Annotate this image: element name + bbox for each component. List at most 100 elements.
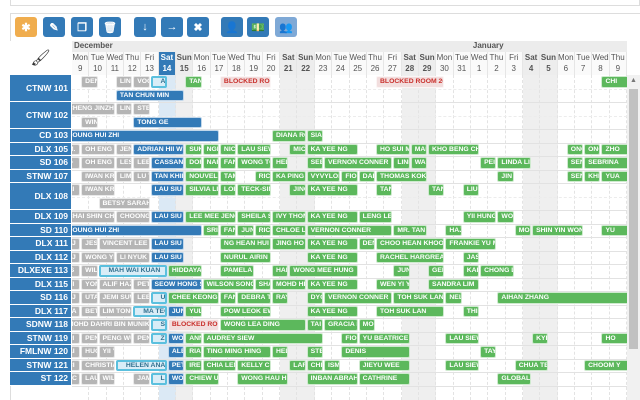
booking-confirmed[interactable]: LENG LEE <box>358 211 393 223</box>
booking-confirmed[interactable]: LIND <box>393 157 410 169</box>
booking-confirmed[interactable]: MAR <box>410 143 428 155</box>
booking-confirmed[interactable]: LAU SIEW <box>445 332 480 344</box>
booking-checked-out[interactable]: LIM H <box>115 170 133 182</box>
day-header[interactable]: Sun 5 <box>540 52 558 75</box>
booking-confirmed[interactable]: CHUA TEE <box>514 359 549 371</box>
booking-checked-out[interactable]: OH ENG S/ <box>81 157 115 169</box>
booking-confirmed[interactable]: SEN <box>566 170 584 182</box>
booking-confirmed[interactable]: WONG TO <box>237 157 271 169</box>
booking-confirmed[interactable]: FANI <box>219 292 237 304</box>
cancel-button[interactable]: ✖ <box>187 17 209 37</box>
booking-confirmed[interactable]: KA YEE NG <box>306 184 358 196</box>
day-header[interactable]: Sat 21 <box>280 52 298 75</box>
booking-confirmed[interactable]: LOI <box>219 184 237 196</box>
booking-blocked[interactable]: BLOCKED ROOM <box>219 76 271 88</box>
booking-confirmed[interactable]: KA YEE NG <box>306 305 358 317</box>
booking-confirmed[interactable]: KA YEE NG <box>306 238 358 250</box>
booking-checked-out[interactable]: IWAN KRIS <box>81 184 115 196</box>
booking-confirmed[interactable]: TAY <box>480 346 497 358</box>
booking-checked-out[interactable]: PENG <box>133 332 150 344</box>
booking-confirmed[interactable]: KELLY CH <box>237 359 271 371</box>
booking-confirmed[interactable]: FANI <box>219 224 237 236</box>
booking-confirmed[interactable]: ONG <box>566 143 584 155</box>
new-booking-button[interactable]: ✱ <box>15 17 37 37</box>
booking-checked-out[interactable]: WINN <box>81 116 98 128</box>
booking-confirmed[interactable]: HELI <box>271 157 289 169</box>
day-header[interactable]: Fri 13 <box>141 52 159 75</box>
room-label[interactable]: DLX 115 <box>10 277 71 291</box>
booking-checked-out[interactable]: LESL <box>115 157 133 169</box>
room-label[interactable]: SD 110 <box>10 223 71 237</box>
day-header[interactable]: Wed 18 <box>228 52 246 75</box>
day-header[interactable]: Mon 30 <box>436 52 454 75</box>
booking-reserved[interactable]: HELEN ANAK N <box>115 359 167 371</box>
booking-checked-out[interactable]: PI <box>72 332 81 344</box>
booking-confirmed[interactable]: ZHO <box>601 143 627 155</box>
booking-confirmed[interactable]: YII HUNG I <box>462 211 497 223</box>
booking-confirmed[interactable]: INBAN ABRAHAM CAL <box>306 373 358 385</box>
booking-confirmed[interactable]: KYR <box>532 332 549 344</box>
day-header[interactable]: Mon 6 <box>557 52 575 75</box>
booking-confirmed[interactable]: GLOBAL I <box>497 373 532 385</box>
booking-confirmed[interactable]: AUDREY SIEW <box>202 332 323 344</box>
booking-checked-out[interactable]: J· <box>72 157 81 169</box>
day-header[interactable]: Thu 12 <box>124 52 142 75</box>
booking-checked-out[interactable]: IWAN KRIS <box>81 170 115 182</box>
booking-confirmed[interactable]: DENIS <box>341 346 410 358</box>
booking-checked-out[interactable]: HUO <box>81 346 98 358</box>
room-label[interactable]: DLX 111 <box>10 237 71 251</box>
booking-confirmed[interactable]: SEB <box>306 157 323 169</box>
day-header[interactable]: Tue 10 <box>89 52 107 75</box>
room-label[interactable]: FMLNW 120 <box>10 345 71 359</box>
room-label[interactable]: SDNW 118 <box>10 318 71 332</box>
booking-confirmed[interactable]: PEI ( <box>480 157 497 169</box>
booking-checked-out[interactable]: CHRISTIAN <box>81 359 115 371</box>
booking-checked-out[interactable]: LI NYUK LY <box>115 251 150 263</box>
booking-checked-out[interactable]: TC <box>72 373 81 385</box>
booking-checked-in[interactable]: LAU SIU TI <box>150 184 185 196</box>
booking-confirmed[interactable]: HELI <box>271 346 289 358</box>
booking-reserved[interactable]: SII <box>150 319 167 331</box>
booking-checked-out[interactable]: WILL <box>98 373 115 385</box>
booking-confirmed[interactable]: WONG MEE HUNG <box>289 265 358 277</box>
edit-button[interactable]: ✎ <box>43 17 65 37</box>
booking-confirmed[interactable]: HIDDAYA A <box>167 265 202 277</box>
booking-confirmed[interactable]: MOHD HILI <box>271 278 306 290</box>
booking-confirmed[interactable]: JIEYU WEE <box>358 359 410 371</box>
room-label[interactable]: SD 106 <box>10 156 71 170</box>
day-header[interactable]: Tue 24 <box>332 52 350 75</box>
booking-checked-out[interactable]: LJ <box>72 292 81 304</box>
room-label[interactable]: STNW 121 <box>10 358 71 372</box>
booking-reserved[interactable]: LI <box>150 373 167 385</box>
room-label[interactable]: DLX 117 <box>10 304 71 318</box>
room-label[interactable]: DLX 105 <box>10 142 71 156</box>
booking-confirmed[interactable]: RAY <box>271 292 289 304</box>
booking-confirmed[interactable]: MICH <box>289 143 306 155</box>
day-header[interactable]: Tue 7 <box>574 52 593 75</box>
booking-confirmed[interactable]: CHLOE LIM <box>271 224 306 236</box>
booking-blocked[interactable]: BLOCKED ROOM 26/12 <box>376 76 445 88</box>
check-out-button[interactable]: → <box>161 17 183 37</box>
booking-confirmed[interactable]: LIU Y <box>462 184 480 196</box>
booking-confirmed[interactable]: YU BEATRICE <box>358 332 410 344</box>
booking-confirmed[interactable]: NG HEAN HUI <box>219 238 271 250</box>
booking-checked-out[interactable]: LJ <box>72 238 81 250</box>
booking-confirmed[interactable]: HAJ <box>445 224 462 236</box>
booking-confirmed[interactable]: JUNI <box>237 224 254 236</box>
booking-checked-out[interactable]: JAMI <box>133 373 150 385</box>
room-label[interactable]: ST 122 <box>10 372 71 386</box>
booking-confirmed[interactable]: CHOOM Y <box>584 359 627 371</box>
booking-confirmed[interactable]: DEBRA TU <box>237 292 271 304</box>
booking-confirmed[interactable]: WAL <box>410 157 428 169</box>
booking-confirmed[interactable]: THOMAS KOK W <box>376 170 428 182</box>
booking-confirmed[interactable]: SIA I <box>306 130 323 142</box>
booking-confirmed[interactable]: MOE <box>358 319 376 331</box>
booking-confirmed[interactable]: PAMELA E <box>219 265 254 277</box>
booking-confirmed[interactable]: WONG LEA DING <box>219 319 306 331</box>
check-in-button[interactable]: ↓ <box>134 17 156 37</box>
booking-confirmed[interactable]: DOR <box>185 157 202 169</box>
day-header[interactable]: Thu 19 <box>245 52 263 75</box>
booking-confirmed[interactable]: FION <box>341 332 358 344</box>
booking-checked-out[interactable]: JENN <box>115 143 133 155</box>
booking-checked-out[interactable]: WONG YII I <box>81 251 115 263</box>
